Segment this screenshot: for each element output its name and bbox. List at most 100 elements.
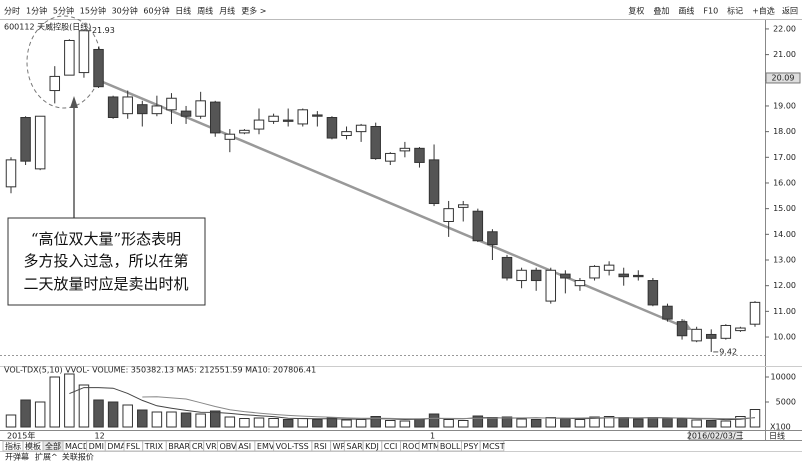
toolbar-button[interactable]: 分时 bbox=[4, 6, 20, 16]
price-annotation: 21.93 bbox=[92, 26, 115, 35]
volume-bar bbox=[224, 416, 236, 428]
candle-body bbox=[516, 269, 527, 282]
volume-bar bbox=[647, 417, 659, 428]
tab-label[interactable]: RSI bbox=[314, 442, 327, 451]
toolbar-button[interactable]: 1分钟 bbox=[26, 6, 47, 16]
volume-bar bbox=[137, 409, 148, 428]
volume-bar bbox=[122, 404, 133, 428]
candle-body bbox=[151, 105, 163, 115]
y-tick-label: 5000 bbox=[776, 398, 796, 407]
volume-bar bbox=[195, 413, 206, 428]
toolbar-button[interactable]: 月线 bbox=[219, 6, 235, 16]
tab[interactable] bbox=[479, 440, 505, 452]
tab-label[interactable]: 指标 bbox=[5, 441, 21, 451]
y-tick-label: 21.00 bbox=[773, 50, 796, 59]
volume-bar bbox=[341, 419, 352, 428]
tab-label[interactable]: FSL bbox=[126, 442, 141, 451]
candle-body bbox=[749, 301, 761, 325]
candle-body bbox=[385, 152, 396, 162]
tab-label[interactable]: DMA bbox=[107, 442, 126, 451]
candle-body bbox=[122, 96, 133, 115]
volume-bar bbox=[574, 419, 586, 428]
volume-bar bbox=[64, 373, 75, 428]
toolbar-button[interactable]: 更多 > bbox=[241, 6, 266, 16]
volume-bar bbox=[385, 420, 396, 428]
tab-label[interactable]: 关联报价 bbox=[62, 452, 94, 462]
tab-label[interactable]: CR bbox=[192, 442, 204, 451]
toolbar-button[interactable]: 周线 bbox=[197, 6, 213, 16]
candle-body bbox=[209, 101, 221, 134]
candle-body bbox=[560, 273, 571, 279]
candle-body bbox=[326, 117, 338, 139]
toolbar-button[interactable]: 返回 bbox=[782, 7, 798, 16]
candle-body bbox=[370, 125, 381, 160]
tab-label[interactable]: MCST bbox=[482, 442, 505, 451]
tab-label[interactable]: PSY bbox=[464, 442, 479, 451]
tab-label[interactable]: MTM bbox=[421, 442, 440, 451]
volume-bar bbox=[691, 419, 702, 428]
chart-title: 600112 天威控股(日线) bbox=[4, 22, 91, 32]
toolbar-button[interactable]: +自选 bbox=[752, 6, 775, 16]
tab-label[interactable]: ASI bbox=[238, 442, 251, 451]
toolbar-button[interactable]: 15分钟 bbox=[80, 6, 106, 16]
volume-bar bbox=[20, 399, 31, 428]
candle-body bbox=[355, 124, 367, 133]
tab-label[interactable]: 全部 bbox=[45, 441, 61, 451]
tab-label[interactable]: WR bbox=[333, 442, 347, 451]
toolbar-button[interactable]: 日线 bbox=[175, 6, 191, 16]
tab-label[interactable]: DMI bbox=[89, 442, 104, 451]
toolbar-button[interactable]: 复权 bbox=[628, 6, 644, 16]
tab-label[interactable]: VR bbox=[206, 442, 217, 451]
volume-bar bbox=[530, 419, 542, 428]
tab-label[interactable]: BOLL bbox=[440, 442, 461, 451]
x-tick-label: 1 bbox=[430, 432, 435, 441]
volume-bar bbox=[209, 410, 221, 428]
volume-bar bbox=[414, 418, 425, 428]
candle-body bbox=[64, 39, 75, 76]
candle-body bbox=[676, 321, 688, 337]
toolbar-button[interactable]: 标记 bbox=[727, 6, 743, 16]
volume-bar bbox=[633, 418, 644, 428]
tab-label[interactable]: SAR bbox=[346, 442, 363, 451]
candle-body bbox=[239, 129, 250, 134]
candle-body bbox=[224, 133, 236, 140]
candle-body bbox=[487, 231, 498, 246]
candle-body bbox=[457, 204, 469, 208]
tab-label[interactable]: 开弹幕 bbox=[5, 452, 29, 462]
tab-label[interactable]: CCI bbox=[384, 442, 398, 451]
tab-label[interactable]: BRAR bbox=[168, 442, 190, 451]
candle-body bbox=[545, 269, 557, 302]
y-tick-label: 16.00 bbox=[773, 178, 796, 187]
tab-label[interactable]: 扩展^ bbox=[35, 452, 58, 462]
tab-label[interactable]: TRIX bbox=[144, 442, 164, 451]
toolbar-button[interactable]: 5分钟 bbox=[53, 6, 74, 16]
candle-body bbox=[618, 273, 629, 278]
tab-label[interactable]: KDJ bbox=[365, 442, 379, 451]
toolbar-button[interactable]: 30分钟 bbox=[112, 6, 138, 16]
y-tick-label: 15.00 bbox=[773, 204, 796, 213]
candle-body bbox=[720, 324, 732, 339]
tab-label[interactable]: 模板 bbox=[25, 441, 41, 451]
x-tick-label: 2015年 bbox=[7, 431, 35, 441]
toolbar-button[interactable]: 60分钟 bbox=[143, 6, 169, 16]
tab-label[interactable]: EMV bbox=[257, 442, 275, 451]
candle-body bbox=[78, 30, 90, 74]
volume-bar bbox=[355, 419, 367, 428]
last-price-box bbox=[765, 72, 801, 84]
tab-label[interactable]: MACD bbox=[65, 442, 89, 451]
volume-bar bbox=[618, 417, 629, 428]
candle-body bbox=[589, 265, 600, 279]
toolbar-button[interactable]: F10 bbox=[703, 7, 718, 16]
tab-label[interactable]: VOL-TSS bbox=[276, 442, 309, 451]
candle-body bbox=[341, 131, 352, 136]
y-tick-label: 10.00 bbox=[773, 333, 796, 342]
volume-bar bbox=[5, 414, 17, 428]
toolbar-button[interactable]: 叠加 bbox=[653, 6, 669, 16]
tab-label[interactable]: ROC bbox=[403, 442, 421, 451]
volume-bar bbox=[49, 376, 61, 428]
candle-body bbox=[253, 119, 265, 130]
candle-body bbox=[633, 274, 644, 278]
tab-label[interactable]: OBV bbox=[220, 442, 238, 451]
toolbar-button[interactable]: 画线 bbox=[678, 6, 694, 16]
